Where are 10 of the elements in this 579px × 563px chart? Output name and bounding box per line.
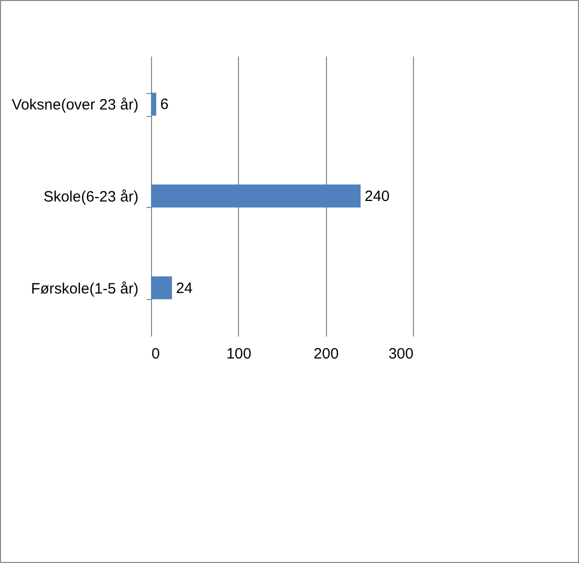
data-label: 6 bbox=[160, 96, 169, 114]
x-tick-label: 100 bbox=[226, 346, 252, 362]
y-tick-label: Voksne(over 23 år) bbox=[12, 96, 138, 114]
data-label: 24 bbox=[176, 280, 193, 297]
x-tick-label: 300 bbox=[388, 346, 414, 362]
y-tick-label: Skole(6-23 år) bbox=[43, 188, 138, 206]
x-tick-label: 200 bbox=[314, 346, 339, 362]
x-tick-label: 0 bbox=[152, 346, 160, 362]
data-label: 240 bbox=[364, 188, 390, 205]
y-tick-label: Førskole(1-5 år) bbox=[30, 280, 138, 298]
